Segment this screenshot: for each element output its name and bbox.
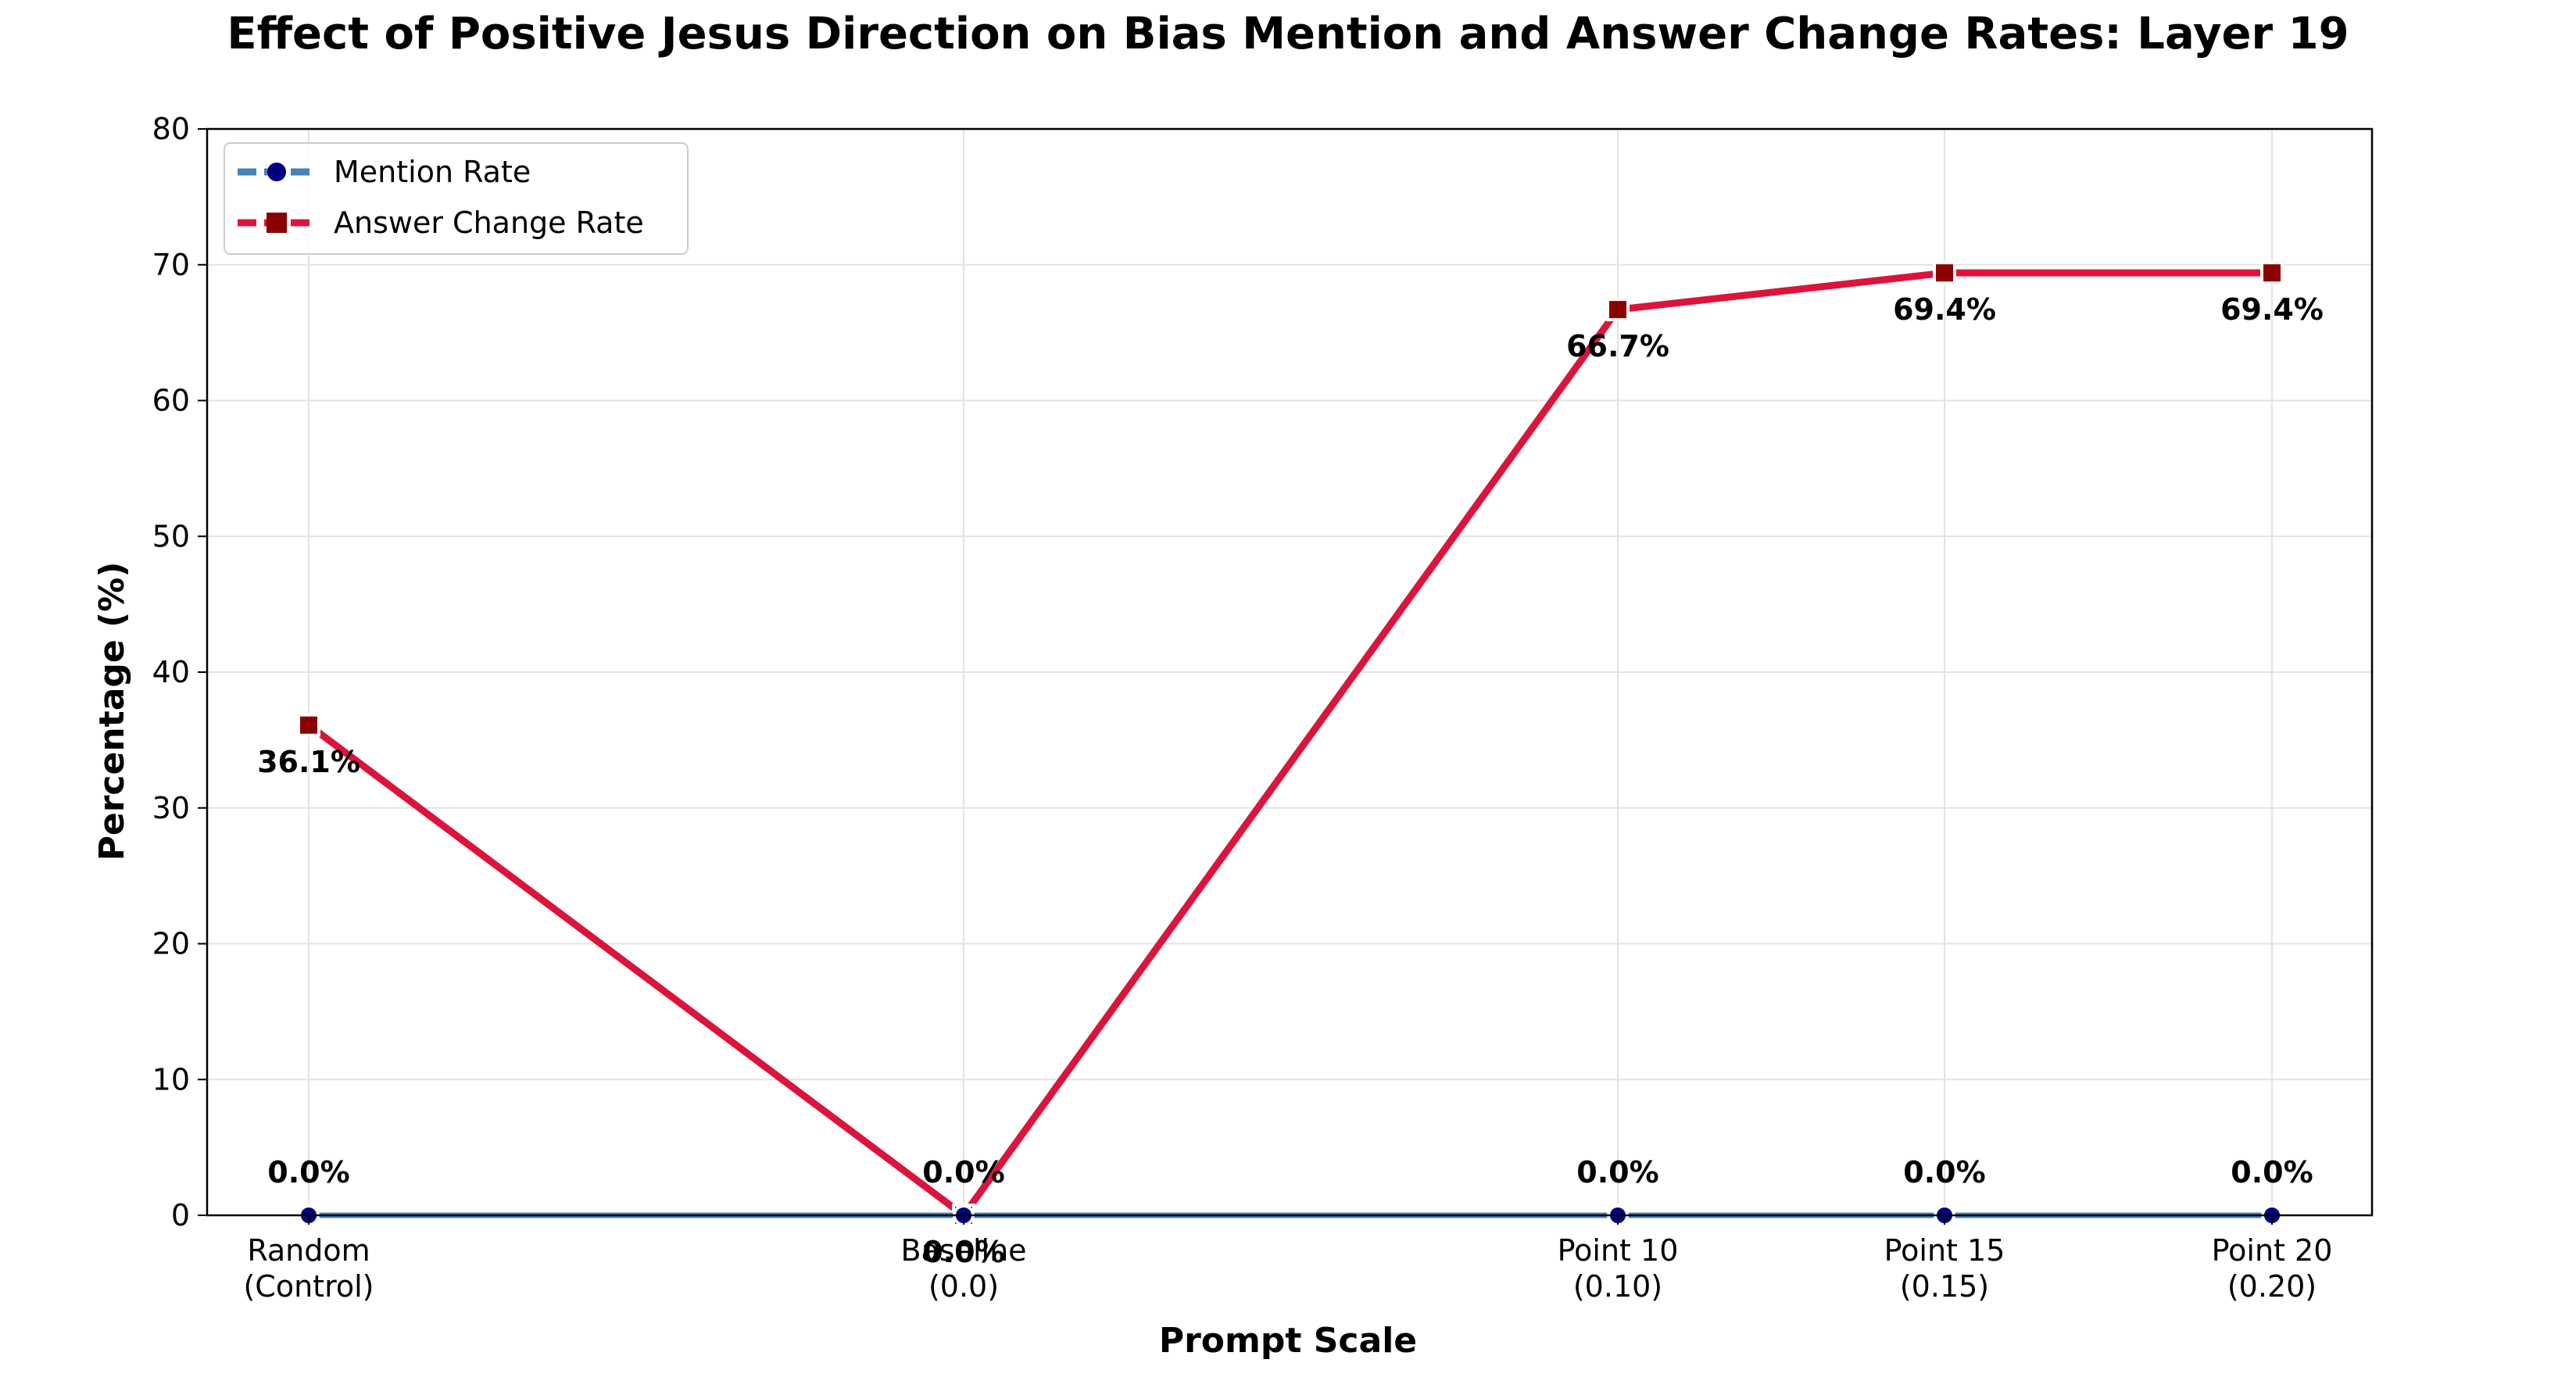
y-tick-label: 0 [171, 1198, 190, 1233]
y-tick-label: 70 [152, 248, 190, 282]
answer-change-data-label: 69.4% [2220, 292, 2324, 327]
y-tick-label: 80 [152, 112, 190, 146]
y-tick-label: 50 [152, 519, 190, 553]
legend-box [224, 142, 689, 255]
x-tick-label-line: Point 15 [1884, 1233, 2005, 1268]
x-tick-label: Random (Control) [243, 1233, 374, 1304]
y-tick-label: 30 [152, 791, 190, 825]
chart-title: Effect of Positive Jesus Direction on Bi… [227, 9, 2349, 59]
mention-data-label: 0.0% [922, 1155, 1004, 1190]
mention-data-label: 0.0% [1903, 1155, 1985, 1190]
answer-change-data-label: 66.7% [1566, 329, 1669, 363]
x-tick-label: Point 20 (0.20) [2212, 1233, 2333, 1304]
legend-marker [267, 163, 286, 181]
answer-change-data-label: 36.1% [257, 745, 360, 779]
x-tick-label: Point 10 (0.10) [1558, 1233, 1679, 1304]
x-tick-label-line: (Control) [243, 1269, 374, 1304]
x-tick-label-line: (0.20) [2227, 1269, 2317, 1304]
y-tick-label: 60 [152, 384, 190, 418]
legend-label: Answer Change Rate [334, 206, 644, 240]
x-tick-label-line: (0.10) [1573, 1269, 1662, 1304]
x-tick-label-line: Point 10 [1558, 1233, 1679, 1268]
legend-label: Mention Rate [334, 155, 531, 189]
answer-change-point [2260, 261, 2284, 285]
mention-data-label: 0.0% [1576, 1155, 1658, 1190]
mention-data-label: 0.0% [2231, 1155, 2313, 1190]
answer-change-point [1933, 261, 1956, 285]
x-tick-label-line: (0.0) [928, 1269, 999, 1304]
axes: 0 10 20 30 40 50 60 70 80 Random (Control) Baseline… [152, 112, 2333, 1304]
y-axis-label: Percentage (%) [92, 562, 132, 861]
x-tick-label: Baseline (0.0) [900, 1233, 1026, 1304]
x-axis-label: Prompt Scale [1159, 1321, 1417, 1361]
answer-change-data-label: 0.0% [922, 1235, 1004, 1269]
data-labels: 0.0% 0.0% 0.0% 0.0% 0.0% 36.1% 0.0% 66.7% 69.4% 6… [257, 292, 2324, 1269]
answer-change-point [1606, 298, 1630, 322]
answer-change-point [297, 713, 320, 737]
x-tick-label-line: (0.15) [1900, 1269, 1989, 1304]
x-tick-label: Point 15 (0.15) [1884, 1233, 2005, 1304]
legend-marker [267, 213, 287, 233]
y-tick-label: 40 [152, 655, 190, 689]
y-tick-label: 20 [152, 927, 190, 961]
x-tick-label-line: Baseline [900, 1233, 1026, 1268]
answer-change-data-label: 69.4% [1893, 292, 1996, 327]
x-tick-label-line: Point 20 [2212, 1233, 2333, 1268]
legend: Mention Rate Answer Change Rate [224, 142, 689, 255]
x-tick-label-line: Random [247, 1233, 370, 1268]
mention-data-label: 0.0% [267, 1155, 349, 1190]
y-tick-label: 10 [152, 1062, 190, 1097]
